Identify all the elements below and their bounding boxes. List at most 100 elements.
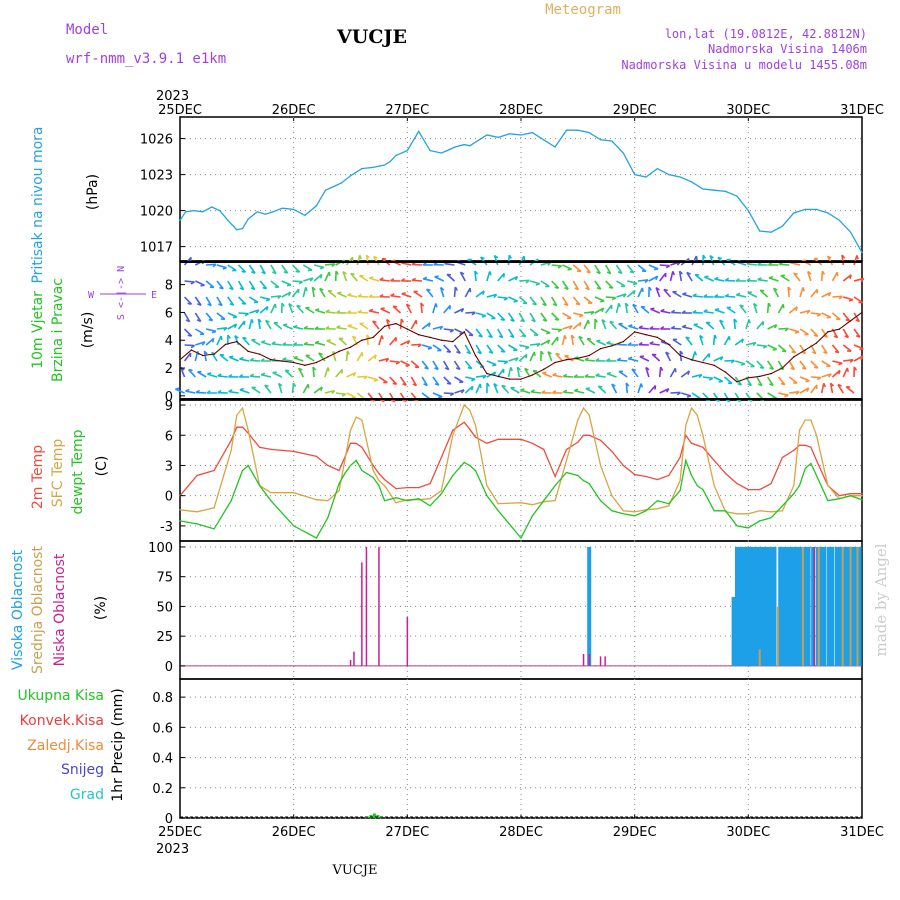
wind-barb-head: [784, 327, 789, 332]
wind-barb-head: [207, 303, 212, 307]
wind-barb-head: [440, 286, 445, 291]
wind-barb-head: [632, 303, 637, 307]
wind-barb: [583, 264, 591, 274]
wind-barb: [594, 296, 605, 302]
temp-series-0-point: [395, 488, 397, 490]
cloud-bar: [738, 546, 743, 666]
wind-barb-head: [632, 282, 638, 286]
wind-barb-head: [525, 279, 530, 284]
wind-barb: [356, 351, 363, 362]
wind-barb-head: [374, 354, 377, 360]
temp-series-0-point: [577, 441, 579, 443]
wind-barb: [550, 296, 558, 307]
temp-series-2-point: [679, 490, 681, 492]
wind-barb: [195, 341, 206, 346]
wind-barb: [501, 385, 510, 394]
wind-barb-head: [719, 356, 724, 361]
temp-series-2-point: [668, 503, 670, 505]
wind-barb-head: [546, 332, 551, 335]
temp-series-0-point: [747, 489, 749, 491]
wind-barb-head: [368, 308, 374, 312]
wind-barb-head: [698, 374, 703, 379]
wind-barb: [787, 286, 791, 298]
temp-unit: (C): [94, 456, 110, 477]
temp-series-0-point: [440, 456, 442, 458]
temp-series-2-point: [781, 505, 784, 507]
wind-barb-head: [296, 304, 301, 308]
wind-barb: [723, 392, 731, 403]
wind-barb: [585, 387, 596, 394]
wind-barb: [616, 293, 627, 298]
temp-series-0-point: [469, 428, 471, 430]
pressure-line-point: [293, 208, 295, 210]
temp-series-0-point: [315, 455, 317, 457]
wind-speed-line-dark-point: [224, 343, 227, 345]
wind-barb: [443, 328, 454, 331]
wind-barb-head: [480, 256, 485, 260]
wind-barb: [421, 360, 429, 370]
wind-barb-head: [190, 344, 195, 349]
wind-barb-head: [762, 345, 768, 349]
wind-barb-head: [232, 316, 238, 319]
wind-barb: [203, 351, 207, 362]
wind-barb: [604, 264, 612, 275]
wind-barb: [518, 296, 528, 305]
wind-barb: [497, 312, 506, 321]
wind-speed-line-dark-point: [600, 348, 602, 350]
cloud-unit: (%): [93, 596, 109, 620]
pressure-line-point: [725, 190, 727, 192]
wind-barb-head: [434, 275, 439, 278]
wind-barb-head: [479, 383, 482, 388]
wind-barb-head: [311, 286, 316, 291]
wind-barb: [390, 294, 401, 298]
wind-barb: [659, 272, 667, 282]
pressure-line-point: [227, 219, 229, 221]
wind-barb-head: [838, 362, 843, 366]
wind-barb-head: [598, 385, 603, 388]
temp-series-2-point: [406, 500, 408, 502]
station-title: VUCJE: [336, 26, 407, 48]
temp-series-0-point: [770, 483, 772, 485]
cloud-bar: [765, 546, 770, 666]
wind-barb: [671, 327, 682, 330]
wind-barb-head: [217, 389, 222, 394]
temp-series-1-point: [611, 495, 613, 497]
wind-barb: [547, 351, 553, 362]
wind-barb-head: [412, 383, 417, 387]
wind-barb: [443, 344, 452, 353]
temp-series-0-point: [702, 446, 704, 448]
wind-barb: [184, 344, 195, 347]
wind-barb: [789, 390, 800, 394]
wind-barb: [453, 286, 457, 298]
wind-speed-line-dark-point: [338, 350, 340, 352]
wind-barb-head: [222, 266, 227, 270]
temp-series-0-point: [622, 464, 624, 467]
wind-barb-head: [471, 386, 474, 391]
wind-barb: [810, 360, 819, 369]
wind-barb-head: [611, 383, 616, 387]
temp-series-1-point: [702, 434, 704, 436]
wind-barb-head: [272, 271, 277, 275]
wind-barb: [183, 352, 192, 362]
bottom-date-label: 28DEC: [499, 825, 543, 840]
temp-series-0-point: [474, 436, 477, 438]
wind-barb-head: [821, 270, 826, 275]
wind-barb: [347, 294, 358, 298]
temp-series-2-point: [690, 474, 693, 477]
wind-barb: [831, 312, 841, 321]
pressure-line-point: [440, 152, 442, 154]
wind-barb-head: [338, 337, 344, 340]
y-tick-label: -3: [160, 520, 173, 535]
y-tick-labels: 101710201023102602468-30369025507510000.…: [140, 133, 185, 827]
wind-barb-head: [274, 303, 277, 309]
wind-barb: [793, 272, 801, 282]
wind-barb: [443, 360, 450, 371]
wind-barb: [507, 312, 515, 322]
bottom-date-label: 29DEC: [613, 825, 657, 840]
temp-2m-title: 2m Temp: [30, 445, 46, 509]
wind-barb-head: [535, 282, 540, 286]
wind-barb-head: [845, 318, 850, 322]
wind-barb: [486, 360, 497, 366]
wind-barb: [759, 289, 769, 298]
wind-barb-head: [249, 357, 254, 362]
